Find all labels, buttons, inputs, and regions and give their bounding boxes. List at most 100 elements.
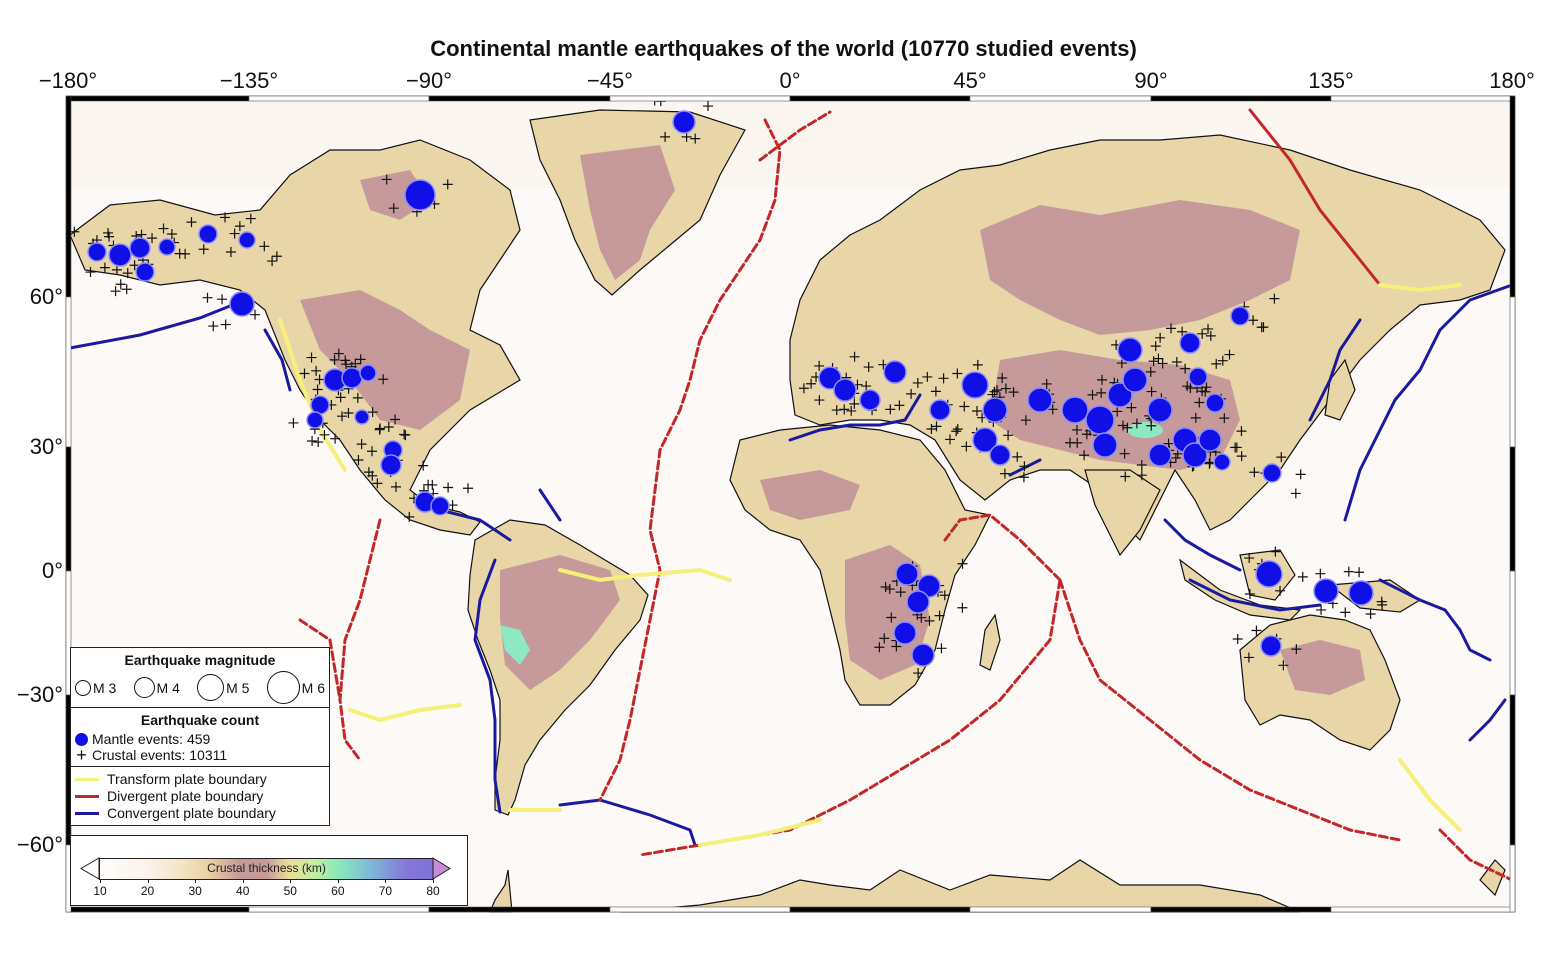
magnitude-item: M 4 bbox=[133, 677, 180, 698]
longitude-tick: −180° bbox=[38, 68, 98, 93]
count-legend: Earthquake count Mantle events: 459 + Cr… bbox=[71, 708, 329, 767]
line-swatch-icon bbox=[75, 795, 99, 798]
magnitude-item: M 6 bbox=[266, 671, 325, 704]
mantle-event-marker bbox=[108, 243, 132, 267]
colorbar-tick-mark bbox=[290, 879, 292, 883]
mantle-event-marker bbox=[87, 242, 107, 262]
boundary-legend-item: Divergent plate boundary bbox=[75, 788, 325, 805]
mantle-event-marker bbox=[917, 574, 941, 598]
japan bbox=[1324, 358, 1356, 421]
longitude-tick: 135° bbox=[1308, 68, 1354, 93]
magnitude-circle-icon bbox=[197, 674, 225, 701]
colorbar-tick-label: 80 bbox=[426, 884, 440, 898]
mantle-event-marker bbox=[380, 454, 402, 476]
colorbar-tick-label: 70 bbox=[378, 884, 393, 898]
mantle-event-marker bbox=[404, 179, 436, 211]
colorbar-tick-mark bbox=[147, 879, 149, 883]
india bbox=[1084, 469, 1161, 557]
magnitude-circle-icon bbox=[133, 677, 155, 698]
mantle-event-marker bbox=[1262, 463, 1282, 483]
plate-boundaries bbox=[68, 108, 1514, 882]
magnitude-item: M 5 bbox=[197, 674, 249, 701]
eurasia bbox=[789, 134, 1506, 542]
latitude-tick: −60° bbox=[16, 832, 63, 857]
map-frame bbox=[65, 95, 1516, 913]
latitude-tick: 30° bbox=[29, 434, 63, 459]
magnitude-circle-icon bbox=[266, 671, 300, 704]
mantle-event-marker bbox=[341, 367, 363, 389]
madagascar bbox=[979, 613, 1001, 671]
latitude-tick: 60° bbox=[29, 284, 63, 309]
mantle-event-marker bbox=[238, 231, 256, 249]
boundary-label: Divergent plate boundary bbox=[107, 788, 264, 804]
mantle-event-marker bbox=[1213, 453, 1231, 471]
mantle-event-marker bbox=[129, 237, 151, 259]
magnitude-label: M 4 bbox=[156, 679, 180, 696]
longitude-tick: 45° bbox=[953, 68, 987, 93]
crustal-events-entry: + Crustal events: 10311 bbox=[75, 745, 325, 765]
mantle-event-marker bbox=[895, 562, 919, 586]
latitude-tick: −30° bbox=[16, 682, 63, 707]
magnitude-label: M 6 bbox=[301, 679, 325, 696]
map-title: Continental mantle earthquakes of the wo… bbox=[430, 36, 1137, 61]
mantle-event-marker bbox=[972, 427, 998, 453]
mantle-event-marker bbox=[359, 364, 377, 382]
colorbar-min-arrow-icon bbox=[80, 857, 100, 880]
crustal-cross-icon: + bbox=[76, 745, 87, 765]
colorbar-tick-mark bbox=[242, 879, 244, 883]
latitude-tick: 0° bbox=[41, 558, 63, 583]
colorbar-gradient: Crustal thickness (km) bbox=[99, 858, 434, 880]
colorbar-tick-mark bbox=[433, 879, 434, 883]
mantle-dot-icon bbox=[75, 732, 88, 746]
transform-boundary bbox=[278, 318, 347, 472]
colorbar-max-arrow-icon bbox=[432, 857, 451, 880]
mantle-event-marker bbox=[1230, 306, 1250, 326]
mantle-event-marker bbox=[1348, 580, 1374, 606]
colorbar-tick-label: 60 bbox=[331, 884, 345, 898]
mantle-event-marker bbox=[1122, 367, 1148, 393]
mantle-event-marker bbox=[135, 262, 155, 282]
mantle-event-marker bbox=[1179, 332, 1201, 354]
mantle-event-marker bbox=[1061, 396, 1089, 424]
magnitude-heading: Earthquake magnitude bbox=[124, 652, 276, 668]
mantle-event-marker bbox=[1147, 397, 1173, 423]
mantle-event-marker bbox=[1117, 337, 1143, 363]
longitude-tick: −135° bbox=[219, 68, 279, 93]
colorbar-tick-label: 30 bbox=[188, 884, 202, 898]
mantle-event-marker bbox=[911, 643, 935, 667]
boundary-legend: Transform plate boundary Divergent plate … bbox=[71, 767, 329, 825]
magnitude-item: M 3 bbox=[75, 679, 116, 696]
magnitude-label: M 5 bbox=[226, 679, 250, 696]
mantle-event-marker bbox=[989, 444, 1011, 466]
colorbar-tick-mark bbox=[195, 879, 197, 883]
mantle-event-marker bbox=[1027, 387, 1053, 413]
mantle-event-marker bbox=[1188, 367, 1208, 387]
mantle-event-marker bbox=[354, 409, 370, 425]
mantle-events bbox=[87, 110, 1374, 667]
divergent-boundary bbox=[598, 118, 782, 802]
mantle-event-marker bbox=[1313, 578, 1339, 604]
mantle-event-marker bbox=[906, 590, 930, 614]
new-zealand bbox=[1479, 859, 1506, 897]
north-america bbox=[69, 139, 521, 536]
mantle-event-marker bbox=[310, 395, 330, 415]
magnitude-scale: M 3 M 4 M 5 M 6 bbox=[75, 671, 325, 704]
line-swatch-icon bbox=[75, 778, 99, 781]
boundary-label: Convergent plate boundary bbox=[107, 805, 276, 821]
colorbar-tick-mark bbox=[337, 879, 339, 883]
colorbar-label: Crustal thickness (km) bbox=[207, 861, 326, 875]
mantle-event-marker bbox=[229, 291, 255, 317]
mantle-event-marker bbox=[883, 360, 907, 384]
longitude-tick: 180° bbox=[1489, 68, 1535, 93]
mantle-event-marker bbox=[306, 411, 324, 429]
line-swatch-icon bbox=[75, 812, 99, 815]
mantle-event-marker bbox=[859, 389, 881, 411]
colorbar-tick-label: 40 bbox=[236, 884, 250, 898]
mantle-event-marker bbox=[1092, 432, 1118, 458]
mantle-event-marker bbox=[1182, 442, 1208, 468]
mantle-event-marker bbox=[929, 399, 951, 421]
longitude-tick: −90° bbox=[405, 68, 453, 93]
mantle-events-label: Mantle events: 459 bbox=[92, 731, 211, 747]
legend: Earthquake magnitude M 3 M 4 M 5 M 6 Earthq… bbox=[70, 647, 330, 826]
magnitude-legend: Earthquake magnitude M 3 M 4 M 5 M 6 bbox=[71, 648, 329, 708]
